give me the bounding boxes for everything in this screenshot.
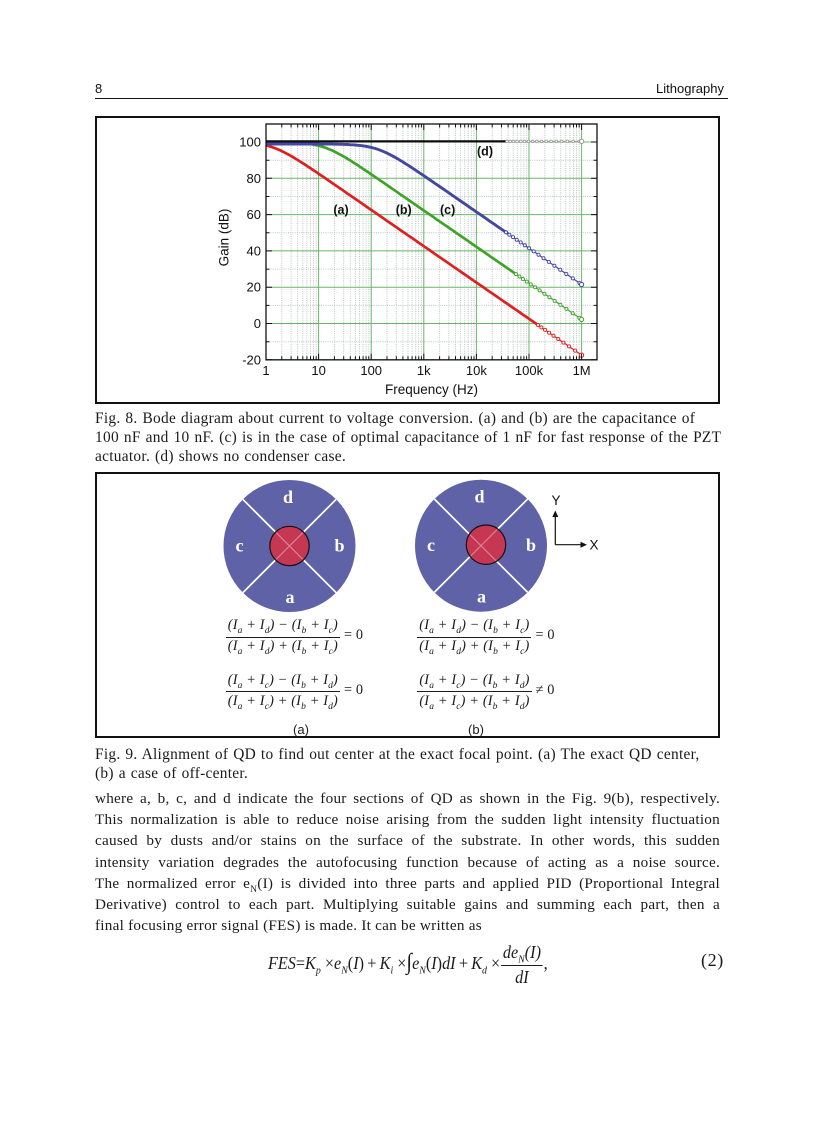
svg-text:b: b xyxy=(334,536,344,556)
svg-text:10k: 10k xyxy=(466,363,487,378)
svg-text:d: d xyxy=(283,487,293,507)
svg-text:100k: 100k xyxy=(515,363,544,378)
svg-text:a: a xyxy=(286,587,295,607)
svg-text:Gain (dB): Gain (dB) xyxy=(217,209,232,267)
svg-text:a: a xyxy=(477,587,486,607)
svg-text:1k: 1k xyxy=(417,363,431,378)
svg-text:60: 60 xyxy=(247,207,261,222)
svg-text:1M: 1M xyxy=(573,363,591,378)
svg-text:b: b xyxy=(526,535,536,555)
svg-text:(a): (a) xyxy=(333,203,348,217)
svg-text:Frequency (Hz): Frequency (Hz) xyxy=(385,382,478,397)
svg-text:X: X xyxy=(590,538,599,553)
svg-text:20: 20 xyxy=(247,280,261,295)
svg-text:0: 0 xyxy=(254,316,261,331)
svg-text:10: 10 xyxy=(311,363,325,378)
svg-text:(c): (c) xyxy=(440,203,455,217)
svg-text:40: 40 xyxy=(247,243,261,258)
svg-text:(b): (b) xyxy=(396,203,412,217)
svg-text:(d): (d) xyxy=(477,145,493,159)
svg-text:Y: Y xyxy=(551,493,560,508)
svg-text:d: d xyxy=(474,487,484,507)
svg-text:100: 100 xyxy=(239,135,261,150)
svg-text:80: 80 xyxy=(247,171,261,186)
svg-text:c: c xyxy=(236,536,244,556)
svg-text:c: c xyxy=(427,535,435,555)
svg-text:100: 100 xyxy=(360,363,382,378)
svg-text:1: 1 xyxy=(262,363,269,378)
svg-text:-20: -20 xyxy=(242,352,261,367)
